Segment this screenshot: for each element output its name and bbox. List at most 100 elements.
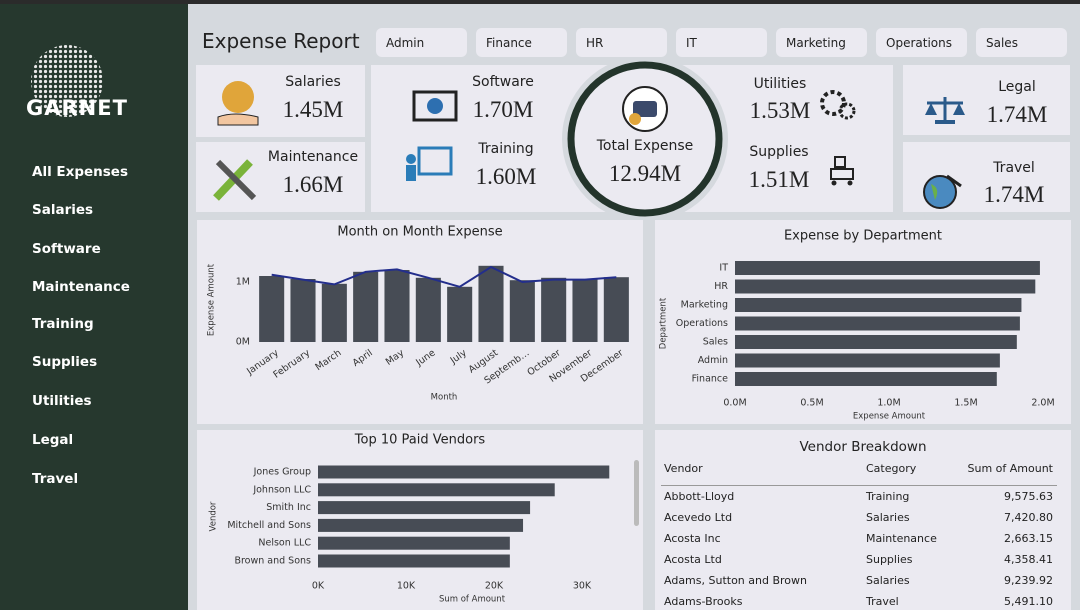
bar	[735, 279, 1036, 294]
table-cell: Adams-Brooks	[664, 595, 743, 608]
x-tick-label: 20K	[485, 581, 504, 592]
bar	[735, 353, 1000, 368]
kpi-value: 12.94M	[608, 161, 682, 186]
y-tick-label: Operations	[676, 318, 728, 329]
kpi-label: Training	[478, 141, 534, 157]
kpi-value: 1.53M	[749, 98, 811, 123]
nav-item[interactable]: Legal	[32, 432, 74, 448]
kpi-label: Software	[472, 74, 534, 90]
table-cell: Salaries	[866, 574, 910, 587]
table-cell: 7,420.80	[1004, 511, 1053, 524]
y-tick-label: Johnson LLC	[252, 484, 311, 495]
bar	[384, 270, 410, 342]
filter-button[interactable]: HR	[576, 28, 667, 57]
chart-title: Expense by Department	[784, 229, 942, 244]
table-cell: Training	[866, 490, 910, 503]
bar	[259, 276, 285, 342]
table-cell: Maintenance	[866, 532, 937, 545]
scrollbar[interactable]	[634, 460, 639, 526]
filter-button[interactable]: Finance	[476, 28, 567, 57]
bar	[318, 501, 531, 515]
x-axis-title: Sum of Amount	[439, 595, 506, 605]
icon	[820, 90, 856, 120]
y-tick-label: Smith Inc	[266, 502, 311, 513]
table-cell: Supplies	[866, 553, 913, 566]
bar	[321, 283, 347, 342]
bar	[735, 372, 997, 386]
bar	[318, 518, 524, 532]
y-axis-title: Vendor	[209, 501, 219, 531]
y-tick-label: Nelson LLC	[258, 538, 311, 549]
kpi-card	[196, 142, 365, 212]
nav-item[interactable]: Training	[32, 316, 94, 332]
chart-title: Top 10 Paid Vendors	[354, 433, 486, 448]
icon	[406, 146, 453, 181]
y-tick-label: Jones Group	[253, 467, 311, 478]
table-cell: 9,239.92	[1004, 574, 1053, 587]
filter-button[interactable]: Sales	[976, 28, 1067, 57]
bar	[353, 271, 379, 342]
kpi-value: 1.45M	[282, 97, 344, 122]
x-tick-label: 0.0M	[723, 398, 746, 409]
kpi-value: 1.74M	[983, 182, 1045, 207]
bar	[447, 286, 473, 342]
bar	[318, 465, 610, 479]
filter-button[interactable]: Marketing	[776, 28, 867, 57]
bar	[415, 277, 441, 342]
y-tick-label: Brown and Sons	[234, 556, 311, 567]
icon	[830, 156, 854, 186]
table-cell: Acosta Inc	[664, 532, 721, 545]
kpi-value: 1.66M	[282, 172, 344, 197]
kpi-label: Supplies	[749, 144, 809, 160]
y-tick-label: Sales	[703, 337, 728, 348]
x-tick-label: 0.5M	[800, 398, 823, 409]
icon	[412, 90, 458, 122]
bar	[572, 279, 598, 342]
y-axis-title: Department	[659, 297, 669, 349]
kpi-label: Salaries	[285, 74, 341, 90]
kpi-label: Utilities	[753, 76, 807, 92]
bar	[735, 298, 1022, 312]
y-tick-label: IT	[719, 263, 728, 274]
nav-item[interactable]: Software	[32, 241, 101, 257]
y-tick-label: HR	[714, 281, 728, 292]
chart-title: Month on Month Expense	[337, 225, 502, 240]
table-header: Category	[866, 462, 917, 475]
table-cell: 2,663.15	[1004, 532, 1053, 545]
table-title: Vendor Breakdown	[799, 439, 927, 455]
x-tick-label: 30K	[573, 581, 592, 592]
filter-button[interactable]: Operations	[876, 28, 967, 57]
nav-item[interactable]: Salaries	[32, 202, 94, 218]
table-card: Vendor Breakdown Vendor Category Sum of Am…	[655, 430, 1071, 610]
kpi-label: Total Expense	[596, 138, 694, 154]
filter-button[interactable]: IT	[676, 28, 767, 57]
logo-globe	[31, 45, 103, 117]
chart: Expense by Department 0.0M 0.5M 1.0M 1.5M 2.0…	[659, 229, 1055, 422]
kpi-value: 1.60M	[475, 164, 537, 189]
table-cell: Acevedo Ltd	[664, 511, 733, 524]
nav-item[interactable]: Utilities	[32, 393, 92, 409]
bar	[735, 335, 1017, 349]
bar	[318, 536, 510, 550]
table-header: Sum of Amount	[967, 462, 1054, 475]
bar	[509, 280, 535, 342]
icon	[925, 97, 965, 124]
y-tick-label: Admin	[698, 355, 728, 366]
nav-item[interactable]: Travel	[32, 471, 79, 487]
kpi-label: Legal	[998, 79, 1036, 95]
table-cell: Salaries	[866, 511, 910, 524]
nav-item[interactable]: All Expenses	[32, 164, 128, 180]
filter-button[interactable]: Admin	[376, 28, 467, 57]
total-ring	[562, 56, 728, 222]
nav-item[interactable]: Maintenance	[32, 279, 130, 295]
sidebar: GARNET All Expenses Salaries Software Maint…	[0, 4, 188, 610]
kpi-value: 1.70M	[472, 97, 534, 122]
kpi-label: Maintenance	[267, 149, 359, 165]
y-tick-label: Mitchell and Sons	[227, 520, 311, 531]
y-axis-title: Expense Amount	[207, 263, 217, 336]
x-tick-label: June	[413, 347, 437, 369]
icon	[923, 174, 962, 209]
nav-item[interactable]: Supplies	[32, 354, 98, 370]
bar	[735, 261, 1040, 275]
chart: Month on Month Expense0M1MJanuaryFebruar…	[207, 225, 629, 403]
